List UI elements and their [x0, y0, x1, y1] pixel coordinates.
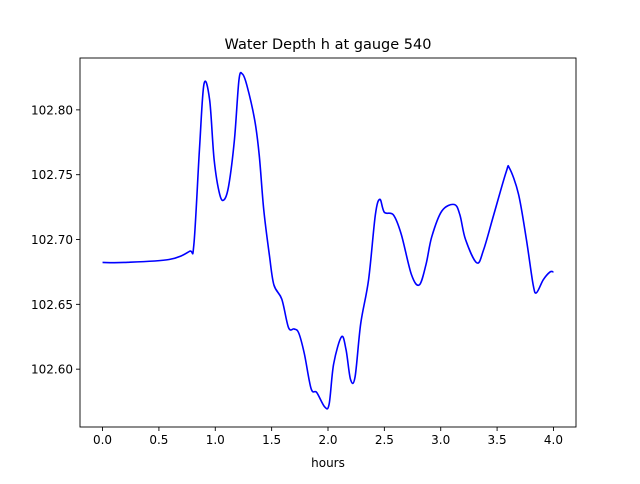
y-tick-label: 102.70	[31, 233, 73, 247]
x-tick-label: 2.0	[318, 433, 337, 447]
series-line-h	[102, 71, 554, 410]
x-tick-label: 1.5	[262, 433, 281, 447]
x-tick-label: 3.0	[431, 433, 450, 447]
y-tick-label: 102.60	[31, 363, 73, 377]
y-tick-label: 102.75	[31, 168, 73, 182]
chart-title: Water Depth h at gauge 540	[225, 37, 432, 53]
x-tick-label: 0.0	[93, 433, 112, 447]
y-tick-label: 102.65	[31, 298, 73, 312]
plot-area: 0.0 0.5 1.0 1.5 2.0 2.5 3.0 3.5 4.0 102.60 102.65 1…	[31, 57, 577, 447]
x-axis-label: hours	[311, 456, 345, 470]
x-tick-label: 4.0	[544, 433, 563, 447]
x-tick-label: 0.5	[149, 433, 168, 447]
x-tick-label: 1.0	[206, 433, 225, 447]
y-tick-label: 102.80	[31, 103, 73, 117]
x-tick-label: 2.5	[375, 433, 394, 447]
x-tick-label: 3.5	[488, 433, 507, 447]
